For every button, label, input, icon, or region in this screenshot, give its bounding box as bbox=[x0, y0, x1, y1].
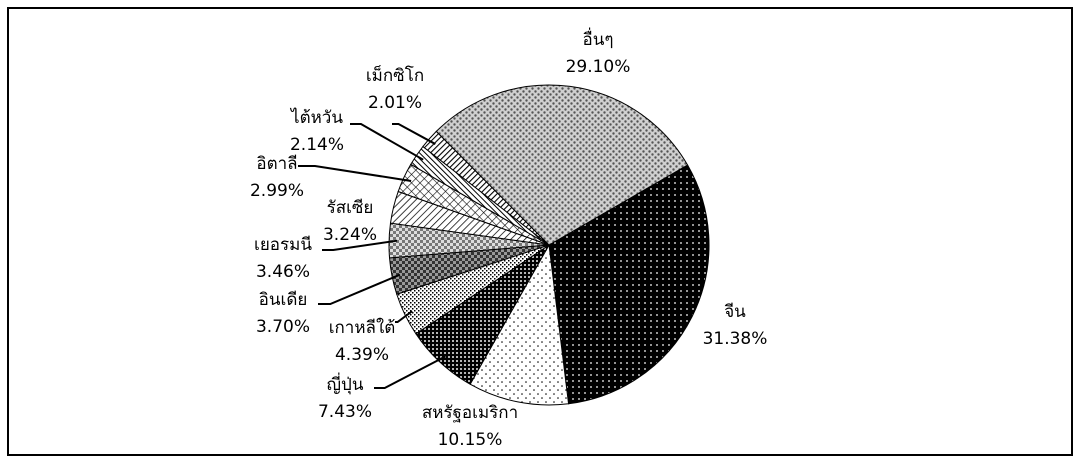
slice-label-name: จีน bbox=[724, 302, 746, 322]
slice-label-name: ญี่ปุ่น bbox=[327, 372, 364, 395]
pie-slice bbox=[469, 243, 570, 406]
slice-label-name: รัสเซีย bbox=[327, 198, 374, 218]
slice-label-name: อื่นๆ bbox=[583, 27, 614, 50]
slice-label-name: สหรัฐอเมริกา bbox=[422, 403, 518, 423]
slice-label-value: 4.39% bbox=[335, 345, 389, 365]
slice-label-name: เยอรมนี bbox=[254, 235, 312, 255]
leader-line bbox=[374, 355, 446, 389]
leader-line bbox=[350, 123, 424, 161]
pie-slice bbox=[435, 84, 689, 246]
slice-label-value: 3.24% bbox=[323, 225, 377, 245]
slice-label-value: 31.38% bbox=[703, 329, 768, 349]
leader-line bbox=[395, 310, 413, 323]
slice-label-value: 3.70% bbox=[256, 317, 310, 337]
slice-label-value: 7.43% bbox=[318, 402, 372, 422]
slice-label-value: 3.46% bbox=[256, 262, 310, 282]
slice-label-name: อินเดีย bbox=[259, 290, 308, 310]
leader-line bbox=[298, 165, 412, 182]
slice-label-value: 2.14% bbox=[290, 135, 344, 155]
leader-line bbox=[322, 239, 398, 251]
slice-label-name: ไต้หวัน bbox=[289, 107, 343, 128]
slice-label-name: เกาหลีใต้ bbox=[329, 317, 396, 338]
slice-label-value: 2.01% bbox=[368, 93, 422, 113]
slice-label-name: เม็กซิโก bbox=[366, 64, 424, 86]
slice-label-value: 10.15% bbox=[438, 430, 503, 450]
pie-slice bbox=[548, 164, 710, 405]
slice-label-name: อิตาลี bbox=[256, 154, 297, 174]
leader-line bbox=[392, 123, 436, 145]
slice-label-value: 29.10% bbox=[566, 57, 631, 77]
slice-label-value: 2.99% bbox=[250, 181, 304, 201]
leader-line bbox=[318, 273, 401, 305]
